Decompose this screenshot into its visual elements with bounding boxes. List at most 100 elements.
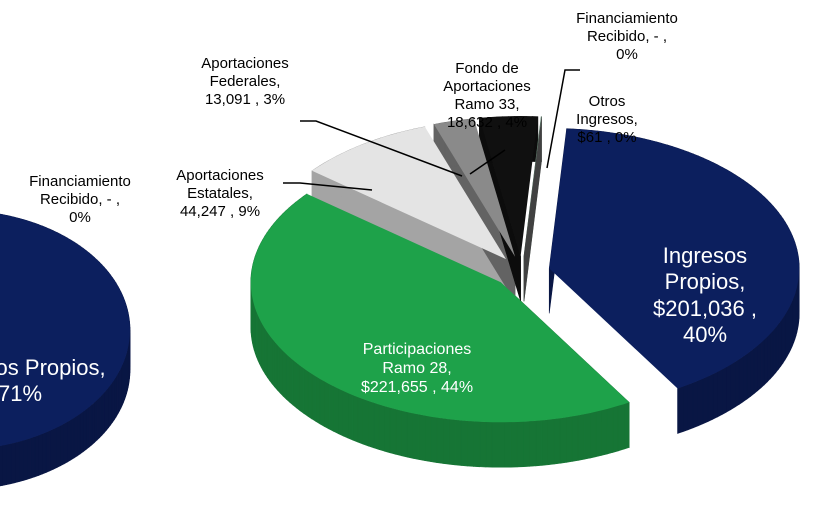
slice-side [772,326,777,377]
slice-side [677,386,684,434]
slice-side [328,383,334,432]
slice-side [2,444,7,486]
leader-line [300,120,463,177]
slice-side [442,418,450,465]
slice-side [529,420,537,467]
slice-side [289,356,294,406]
pies [0,116,800,487]
slice-side [717,369,723,418]
slice-side [296,362,301,412]
slice-side [76,413,81,457]
slice-side [778,320,782,371]
data-label: Aportaciones Federales, 13,091 , 3% [201,55,289,108]
slice-side [389,407,397,455]
slice-side [264,327,268,379]
slice-side [541,419,549,466]
slice-side [738,356,744,406]
leader-line [469,149,506,175]
slice-side [299,365,305,415]
slice-side [436,417,444,464]
data-label: Fondo de Aportaciones Ramo 33, 18,632 , … [443,60,531,131]
slice-side [753,345,758,395]
slice-side [775,323,779,374]
leader-lines [283,69,580,191]
slice-side [460,420,468,467]
slice-side [271,337,275,388]
slice-side [85,406,90,451]
slice-side [324,381,330,430]
slice-side [721,366,727,416]
slice [523,116,542,257]
slice-side [401,410,408,458]
slice-side [60,423,65,467]
slice-side [535,420,543,467]
leader-line [546,69,580,169]
slice-side [601,408,608,456]
slice-side [692,380,699,429]
data-label: Participaciones Ramo 28, $221,655 , 44% [360,341,474,397]
slice-side [262,324,266,375]
slice-side [523,421,530,468]
slice-side [276,344,281,394]
slice-side [67,419,72,463]
slice-side [311,373,317,423]
slice-side [510,421,518,468]
slice-side [0,445,3,487]
slice-side [315,375,321,425]
slice-side [352,394,359,443]
slice-side [485,421,493,468]
slice [434,118,516,257]
slice-side [70,417,75,461]
slice-side [780,316,784,368]
slice-side [63,421,68,465]
slice-side [583,412,591,460]
slice-side [56,425,61,468]
slice-side [565,416,573,463]
data-label: Otros Ingresos, $61 , 0% [576,93,638,146]
slice-side [18,440,24,483]
slice-side [454,419,462,466]
slice-side [342,390,349,439]
slice-side [82,408,87,453]
slice-side [378,404,385,452]
slice-side [73,415,78,459]
slice-side [707,373,714,422]
slice-side [734,358,740,408]
slice-side [467,420,474,467]
slice-side [338,388,344,437]
slice-side [617,403,625,452]
slice-side [30,436,36,479]
slice-side [38,433,43,476]
slice [479,116,538,257]
slice-side [547,418,555,466]
slice-side [269,334,273,385]
slice-side [384,405,391,454]
slice [250,193,630,423]
slice-side [623,401,630,450]
slice-side [606,407,614,455]
slice-side [10,442,16,485]
slice-side [612,405,619,453]
slice-side [479,421,487,468]
slice-side [42,431,47,475]
data-label: Ingresos Propios, 71% [0,355,106,407]
slice-side [702,376,709,425]
slice-side [79,411,84,455]
slice-side [782,313,786,364]
slice-side [504,421,512,468]
slice-side [45,430,51,473]
leader-line [283,182,373,191]
slice-side [373,402,380,450]
slice-side [357,396,364,445]
slice-side [26,437,32,480]
slice-side [418,414,426,462]
slice-side [292,359,297,409]
slice-side [682,384,689,433]
slice-side [368,400,375,449]
slice-side [22,438,28,481]
slice-side [424,415,432,463]
slice-side [274,340,278,391]
slice-side [282,350,287,400]
slice-side [577,413,585,461]
